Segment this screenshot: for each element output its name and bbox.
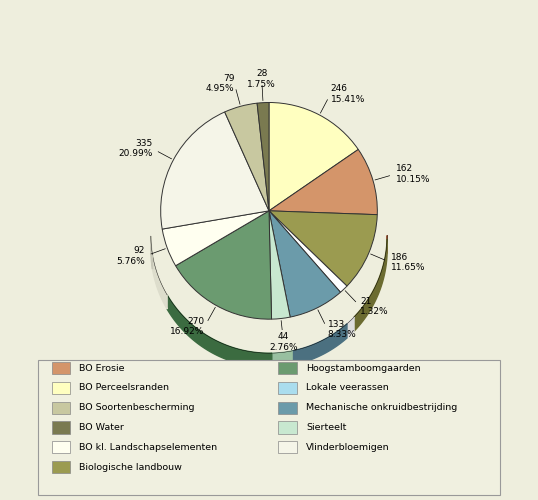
Text: BO Soortenbescherming: BO Soortenbescherming (79, 403, 195, 412)
Bar (52, 402, 70, 414)
Wedge shape (269, 211, 377, 286)
Text: BO Water: BO Water (79, 423, 124, 432)
Bar (52, 461, 70, 473)
Text: Vlinderbloemigen: Vlinderbloemigen (306, 443, 390, 452)
Bar (52, 441, 70, 454)
FancyBboxPatch shape (38, 360, 500, 495)
Wedge shape (161, 112, 269, 229)
Text: BO Perceelsranden: BO Perceelsranden (79, 384, 169, 392)
Wedge shape (269, 211, 290, 319)
Wedge shape (269, 211, 347, 292)
Text: Biologische landbouw: Biologische landbouw (79, 462, 182, 471)
Wedge shape (162, 211, 269, 266)
Text: Hoogstamboomgaarden: Hoogstamboomgaarden (306, 364, 421, 372)
Wedge shape (269, 211, 341, 317)
Text: 133
8.33%: 133 8.33% (328, 320, 356, 339)
Polygon shape (152, 255, 167, 309)
Text: Sierteelt: Sierteelt (306, 423, 346, 432)
Polygon shape (354, 239, 387, 332)
Wedge shape (257, 102, 269, 211)
Bar (278, 402, 297, 414)
Text: 28
1.75%: 28 1.75% (247, 69, 276, 88)
Polygon shape (167, 295, 272, 368)
Text: 270
16.92%: 270 16.92% (171, 316, 205, 336)
Text: 79
4.95%: 79 4.95% (206, 74, 234, 93)
Text: 162
10.15%: 162 10.15% (396, 164, 430, 184)
Text: 335
20.99%: 335 20.99% (118, 139, 152, 158)
Text: 246
15.41%: 246 15.41% (330, 84, 365, 103)
Polygon shape (272, 351, 292, 368)
Text: 186
11.65%: 186 11.65% (391, 253, 425, 272)
Text: Mechanische onkruidbestrijding: Mechanische onkruidbestrijding (306, 403, 457, 412)
Text: BO Erosie: BO Erosie (79, 364, 125, 372)
Polygon shape (347, 317, 354, 338)
Bar (52, 362, 70, 374)
Bar (278, 382, 297, 394)
Bar (52, 382, 70, 394)
Wedge shape (175, 211, 272, 319)
Text: 44
2.76%: 44 2.76% (269, 332, 298, 352)
Wedge shape (225, 103, 269, 211)
Bar (278, 362, 297, 374)
Polygon shape (151, 236, 152, 269)
Wedge shape (269, 150, 377, 214)
Bar (52, 422, 70, 434)
Bar (278, 441, 297, 454)
Text: BO kl. Landschapselementen: BO kl. Landschapselementen (79, 443, 217, 452)
Text: 92
5.76%: 92 5.76% (116, 246, 145, 266)
Bar (278, 422, 297, 434)
Text: Lokale veerassen: Lokale veerassen (306, 384, 389, 392)
Text: 21
1.32%: 21 1.32% (360, 297, 389, 316)
Wedge shape (269, 102, 358, 211)
Polygon shape (292, 324, 347, 365)
